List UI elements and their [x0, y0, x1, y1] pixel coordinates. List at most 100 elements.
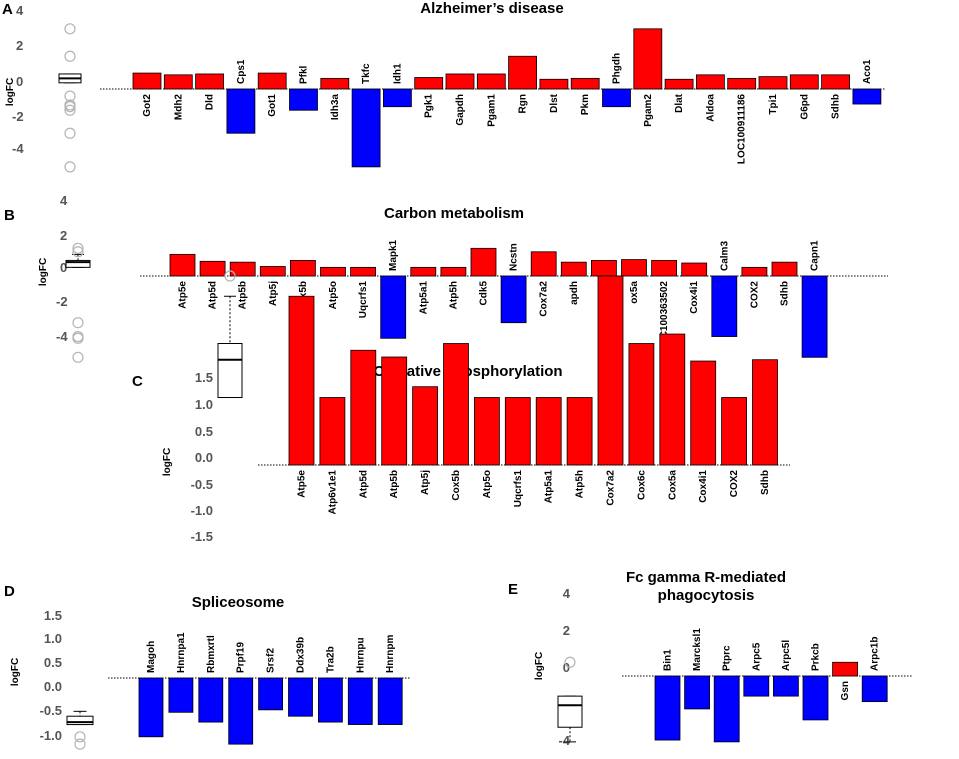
panel-c-bar: [659, 333, 686, 466]
panel-d-y-ticks: 1.5 1.0 0.5 0.0 -0.5 -1.0: [40, 608, 62, 743]
panel-e-bar-label: Arpc5l: [781, 640, 792, 671]
panel-a-bar-label: Pkm: [580, 94, 591, 115]
panel-a-bar-label: Sdhb: [831, 94, 842, 119]
panel-c-bar: [504, 397, 531, 466]
panel-c-bar-label: Atp5o: [482, 470, 493, 498]
panel-b-bar: [440, 266, 467, 277]
panel-a: A Alzheimer’s disease logFC 4 2 0 -2 -4: [2, 0, 564, 156]
panel-b-tick: 4: [60, 193, 68, 208]
panel-a-bar-label: Mdh2: [173, 94, 184, 121]
panel-b-bar: [500, 275, 527, 324]
panel-a-bar-label: Rgn: [518, 94, 529, 113]
panel-a-bar: [821, 74, 850, 90]
panel-a-bar: [633, 28, 663, 90]
panel-c-bar-label: Atp5d: [358, 470, 369, 498]
panel-b-bar-label: Cox7a2: [539, 281, 550, 317]
panel-c-bar-label: Cox4i1: [698, 470, 709, 503]
panel-c-bar-label: COX2: [729, 470, 740, 498]
panel-e-bar: [802, 675, 829, 721]
panel-a-bar-label: Idh1: [392, 63, 403, 84]
panel-b-bar-label: LOC100363502: [659, 281, 670, 353]
panel-b-bar: [771, 261, 798, 277]
panel-b-bar: [651, 260, 677, 277]
panel-d-bar-label: Hnrnpm: [385, 635, 396, 673]
panel-c-tick: -1.5: [191, 529, 213, 544]
panel-a-boxplot-outlier: [64, 127, 76, 139]
panel-d-bar-label: Rbmxrtl: [206, 635, 217, 673]
panel-c-bar: [566, 397, 593, 466]
panel-c-y-ticks: 1.5 1.0 0.5 0.0 -0.5 -1.0 -1.5: [191, 370, 213, 544]
panel-c-tick: -1.0: [191, 503, 213, 518]
panel-b-bar: [380, 275, 407, 339]
panel-e-bar: [861, 675, 888, 703]
panel-e-tick: -4: [558, 733, 570, 748]
panel-a-bar: [852, 88, 882, 105]
panel-a-bar-label: Pgam2: [643, 94, 654, 127]
panel-c-y-label: logFC: [162, 448, 173, 476]
panel-b-bar: [591, 260, 617, 277]
panel-c-bar: [597, 275, 624, 466]
panel-b-bar: [470, 247, 497, 277]
panel-a-bar: [696, 74, 725, 90]
panel-c-tick: 0.0: [195, 450, 213, 465]
panel-d-tick: 0.5: [44, 655, 62, 670]
panel-b-boxplot-outlier: [72, 351, 84, 363]
panel-a-bar-label: LOC100911186: [737, 94, 748, 164]
panel-c-bar-label: Atp6v1e1: [327, 470, 338, 515]
panel-b-bar-label: Atp5o: [328, 281, 339, 309]
panel-c-bar: [721, 397, 747, 466]
panel-b-bar-label: Atp5d: [208, 281, 219, 309]
panel-b-bar: [530, 251, 557, 277]
panel-b-y-label: logFC: [38, 258, 49, 286]
panel-b-bar: [410, 266, 437, 277]
panel-a-bar: [727, 77, 757, 90]
panel-d-bar-label: Magoh: [146, 641, 157, 673]
panel-c-bar-label: Cox6c: [636, 470, 647, 500]
panel-a-boxplot-outlier: [64, 90, 76, 102]
panel-b-tick: 0: [60, 260, 67, 275]
panel-b-tick: -2: [56, 294, 68, 309]
panel-e-title-line1: Fc gamma R-mediated: [626, 569, 786, 586]
panel-d-bar: [347, 677, 373, 725]
panel-b-bar-label: Atp5j: [268, 281, 279, 306]
panel-b-bar: [350, 266, 377, 277]
panel-c-bar: [752, 359, 778, 466]
panel-d-bar-label: Hnrnpu: [355, 637, 366, 673]
panel-d-tick: -0.5: [40, 703, 62, 718]
panel-b-boxplot-outlier: [72, 317, 84, 329]
panel-a-bar: [539, 78, 569, 90]
panel-d: D Spliceosome logFC 1.5 1.0 0.5 0.0 -0.5…: [4, 583, 284, 743]
panel-a-tick: 2: [16, 38, 23, 53]
panel-e-bar: [713, 675, 740, 743]
panel-a-bar-label: Aldoa: [705, 94, 716, 122]
panel-d-tick: 1.5: [44, 608, 62, 623]
panel-a-bar: [382, 88, 412, 108]
panel-d-letter: D: [4, 583, 15, 600]
panel-d-bar: [168, 677, 194, 713]
panel-c-bar-label: Cox5a: [667, 470, 678, 500]
panel-b-bar-label: Atp5a1: [418, 281, 429, 315]
panel-b-bar-label: Mapk1: [388, 239, 399, 271]
panel-a-bar: [476, 73, 506, 90]
panel-b: B Carbon metabolism logFC 4 2 0 -2 -4: [4, 193, 524, 344]
panel-c-bar-label: Uqcrfs1: [513, 470, 524, 508]
panel-d-title: Spliceosome: [192, 594, 285, 611]
panel-b-bar-label: Capn1: [810, 240, 821, 271]
panel-e-bar-label: Arpc5: [751, 642, 762, 671]
panel-a-tick: -2: [12, 109, 24, 124]
panel-a-bar-label: Tpi1: [768, 94, 779, 115]
panel-a-bar-label: Got1: [267, 94, 278, 117]
panel-c-bar: [412, 386, 439, 466]
panel-a-boxplot-outlier: [64, 161, 76, 173]
panel-c-tick: 1.5: [195, 370, 213, 385]
panel-a-bar-label: Pgk1: [424, 94, 435, 118]
panel-e-tick: 0: [563, 660, 570, 675]
panel-c-bar-label: Cox7a2: [606, 470, 617, 506]
panel-a-bar-label: Got2: [142, 94, 153, 117]
panel-b-bar-label: Cox4i1: [689, 281, 700, 314]
chart-marks: Got2 Mdh2 Dld Cps1 Got1 Pfkl Idh3a Tkfc Idh1 Pgk1…: [58, 23, 912, 750]
panel-c-bar: [319, 397, 346, 466]
panel-a-tick: 4: [16, 3, 24, 18]
panel-c-bar-label: Cox5b: [451, 470, 462, 501]
panel-c-bar: [535, 397, 562, 466]
